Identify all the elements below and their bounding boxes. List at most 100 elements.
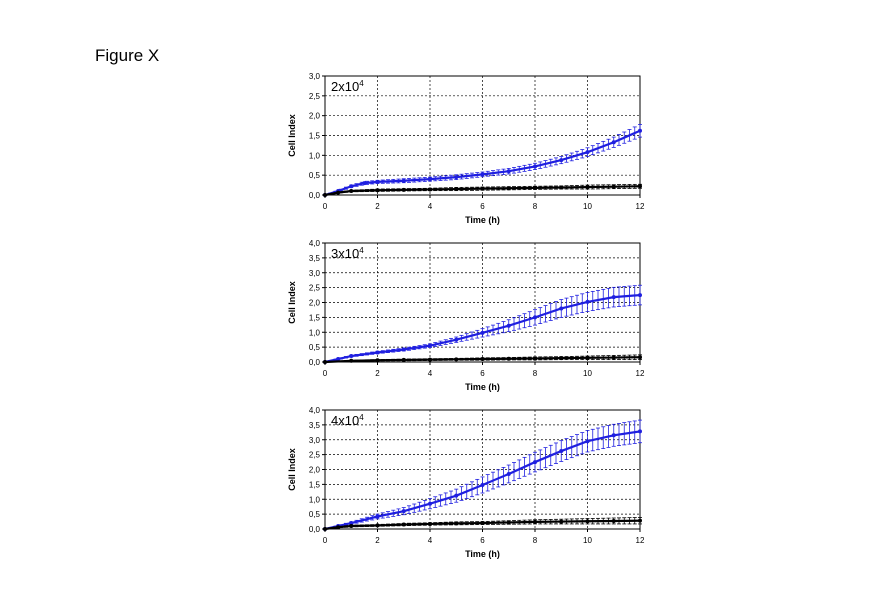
data-point — [375, 179, 380, 184]
data-point — [375, 514, 380, 519]
x-tick-label: 8 — [533, 536, 538, 545]
chart-panel-2: 0 2 4 6 8 10 12 0,0 0,5 1,0 1,5 2,0 2,5 3,0 3,5 4,0 Time… — [270, 237, 660, 407]
data-point — [454, 493, 459, 498]
x-tick-label: 12 — [636, 536, 645, 545]
data-point — [454, 187, 459, 192]
x-tick-label: 10 — [583, 202, 592, 211]
data-point — [375, 523, 380, 528]
x-tick-label: 0 — [323, 202, 328, 211]
y-tick-label: 0,5 — [309, 343, 321, 352]
data-point — [349, 358, 354, 363]
figure-title: Figure X — [95, 46, 160, 65]
data-point — [323, 527, 327, 531]
data-point — [428, 501, 432, 506]
y-tick-label: 1,0 — [309, 495, 321, 504]
data-point — [638, 184, 642, 189]
data-point — [506, 471, 511, 476]
data-point — [454, 337, 459, 342]
chart-panel-3: 0 2 4 6 8 10 12 0,0 0,5 1,0 1,5 2,0 2,5 3,0 3,5 4,0 Time… — [270, 404, 660, 574]
x-tick-label: 6 — [480, 369, 485, 378]
x-tick-label: 2 — [375, 202, 380, 211]
panel-label-exponent: 4 — [359, 246, 364, 255]
data-point — [428, 357, 432, 362]
series-line — [324, 519, 641, 531]
data-point — [401, 347, 406, 352]
y-tick-label: 1,0 — [309, 151, 321, 160]
data-point — [349, 189, 354, 194]
data-point — [585, 519, 590, 524]
y-axis-label: Cell Index — [287, 114, 297, 157]
series-line — [324, 430, 641, 531]
series-0 — [323, 419, 642, 531]
y-axis-label: Cell Index — [287, 448, 297, 491]
x-tick-label: 12 — [636, 202, 645, 211]
series-1 — [323, 354, 642, 364]
data-point — [559, 449, 564, 454]
y-tick-label: 2,5 — [309, 284, 321, 293]
data-point — [533, 460, 537, 465]
series-1 — [323, 183, 642, 197]
data-point — [611, 518, 616, 523]
y-tick-label: 1,5 — [309, 313, 321, 322]
data-point — [506, 186, 511, 191]
data-point — [428, 187, 432, 192]
series-0 — [323, 123, 642, 197]
x-tick-label: 4 — [428, 369, 433, 378]
data-point — [585, 439, 590, 444]
chart-4x10-4: 0 2 4 6 8 10 12 0,0 0,5 1,0 1,5 2,0 2,5 3,0 3,5 4,0 Time… — [287, 406, 645, 559]
y-tick-label: 2,5 — [309, 451, 321, 460]
data-point — [506, 323, 511, 328]
data-point — [428, 343, 432, 348]
data-point — [401, 509, 406, 514]
data-point — [480, 482, 485, 487]
x-tick-label: 2 — [375, 369, 380, 378]
data-point — [611, 433, 616, 438]
data-point — [401, 522, 406, 527]
y-tick-label: 3,0 — [309, 269, 321, 278]
x-axis-label: Time (h) — [465, 382, 500, 392]
y-tick-label: 3,0 — [309, 436, 321, 445]
x-tick-label: 2 — [375, 536, 380, 545]
panel-label-exponent: 4 — [359, 413, 364, 422]
data-point — [480, 357, 485, 362]
panel-label: 2x104 — [331, 79, 364, 94]
data-point — [375, 188, 380, 193]
x-tick-label: 8 — [533, 369, 538, 378]
y-tick-label: 0,5 — [309, 171, 321, 180]
data-point — [533, 356, 537, 361]
y-tick-label: 1,0 — [309, 328, 321, 337]
data-point — [336, 525, 341, 530]
data-point — [454, 175, 459, 180]
data-point — [336, 357, 341, 362]
x-tick-label: 4 — [428, 202, 433, 211]
data-point — [638, 293, 642, 298]
data-point — [401, 357, 406, 362]
x-tick-label: 12 — [636, 369, 645, 378]
data-point — [533, 164, 537, 169]
data-point — [611, 355, 616, 360]
data-point — [362, 181, 367, 186]
y-tick-label: 2,0 — [309, 466, 321, 475]
y-tick-label: 3,5 — [309, 254, 321, 263]
x-tick-label: 4 — [428, 536, 433, 545]
series-0 — [323, 284, 642, 364]
y-tick-label: 0,5 — [309, 510, 321, 519]
y-tick-label: 4,0 — [309, 406, 321, 415]
data-point — [638, 128, 642, 133]
y-tick-label: 0,0 — [309, 191, 321, 200]
data-point — [349, 524, 354, 529]
x-tick-label: 6 — [480, 536, 485, 545]
data-point — [506, 356, 511, 361]
y-tick-label: 2,0 — [309, 112, 321, 121]
data-point — [585, 185, 590, 190]
data-point — [638, 518, 642, 523]
x-axis-label: Time (h) — [465, 549, 500, 559]
data-point — [454, 521, 459, 526]
data-point — [454, 357, 459, 362]
x-tick-label: 0 — [323, 369, 328, 378]
data-point — [480, 172, 485, 177]
data-point — [401, 187, 406, 192]
panel-label: 3x104 — [331, 246, 364, 261]
x-axis-label: Time (h) — [465, 215, 500, 225]
data-point — [638, 355, 642, 360]
